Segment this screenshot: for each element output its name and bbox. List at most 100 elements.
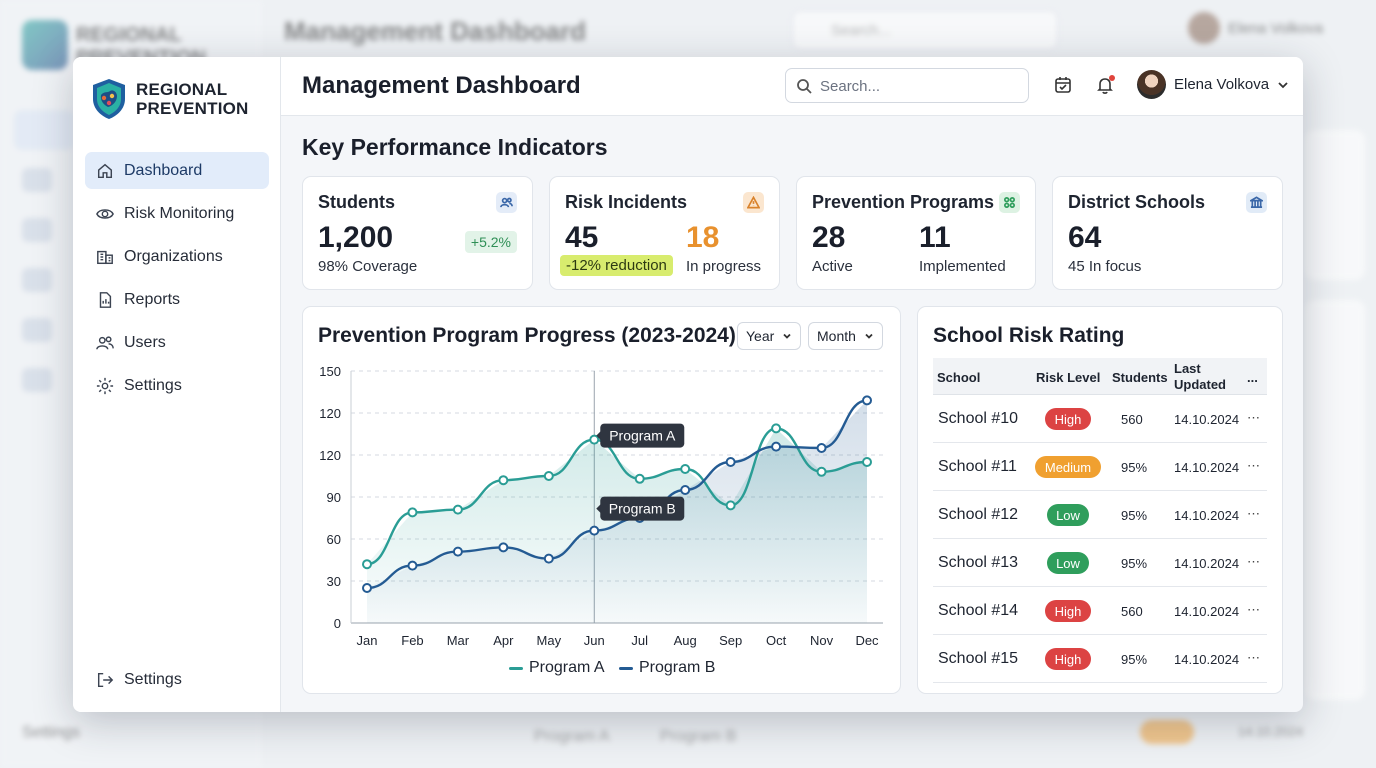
sidebar-item-bottom-settings[interactable]: Settings	[85, 661, 269, 698]
brand-line1: REGIONAL	[136, 80, 228, 99]
risk-level-badge: Low	[1047, 504, 1089, 526]
more-icon[interactable]: ⋯	[1247, 506, 1260, 521]
sidebar-item-settings[interactable]: Settings	[85, 367, 269, 404]
data-point	[452, 546, 463, 557]
legend-swatch	[619, 666, 633, 670]
kpi-value: 1,200	[318, 221, 394, 254]
y-tick-label: 90	[327, 490, 341, 505]
table-row[interactable]: School #11 Medium 95% 14.10.2024 ⋯	[933, 443, 1267, 491]
table-row[interactable]: School #13 Low 95% 14.10.2024 ⋯	[933, 539, 1267, 587]
year-select-label: Year	[746, 328, 775, 344]
students-value: 560	[1121, 412, 1143, 427]
y-tick-label: 60	[327, 532, 341, 547]
kpi-change-badge: -12% reduction	[560, 255, 673, 276]
students-value: 95%	[1121, 460, 1148, 475]
more-icon[interactable]: ⋯	[1247, 410, 1260, 425]
bg-nav-icon	[22, 218, 52, 242]
x-tick-label: Jan	[357, 633, 378, 648]
sidebar-item-label: Reports	[124, 290, 181, 308]
legend-item-program-a[interactable]: Program A	[509, 659, 605, 677]
legend-label: Program A	[529, 659, 605, 676]
home-icon	[97, 163, 113, 178]
table-row[interactable]: School #14 High 560 14.10.2024 ⋯	[933, 587, 1267, 635]
school-name: School #10	[938, 410, 1019, 427]
brand-logo[interactable]: REGIONAL PREVENTION	[90, 77, 249, 121]
more-icon[interactable]: ⋯	[1247, 650, 1260, 665]
legend-label: Program B	[639, 659, 716, 676]
sidebar-item-label: Organizations	[124, 247, 223, 265]
table-row[interactable]: School #10 High 560 14.10.2024 ⋯	[933, 395, 1267, 443]
data-point	[771, 441, 782, 452]
last-updated: 14.10.2024	[1174, 508, 1240, 523]
school-name: School #12	[938, 506, 1019, 523]
x-tick-label: Nov	[810, 633, 834, 648]
x-tick-label: Jul	[631, 633, 648, 648]
last-updated: 14.10.2024	[1174, 604, 1240, 619]
more-icon[interactable]: ⋯	[1247, 554, 1260, 569]
main-content: Management Dashboard Elena Volkova Key P…	[281, 57, 1303, 712]
kpi-subtext-secondary: Implemented	[919, 258, 1006, 275]
line-chart[interactable]: 0 30 60 90 120 120 150 Jan Feb Mar Apr May Jun Jul Aug…	[303, 307, 902, 657]
report-icon	[99, 291, 112, 308]
header-last: Last	[1174, 361, 1201, 376]
y-tick-label: 120	[319, 448, 341, 463]
bg-logo	[22, 20, 68, 70]
school-name: School #14	[938, 602, 1019, 619]
chart-title: Prevention Program Progress (2023-2024)	[318, 324, 736, 347]
notification-dot	[1109, 75, 1115, 81]
kpi-section-title: Key Performance Indicators	[302, 134, 608, 160]
kpi-card-risk-incidents[interactable]: Risk Incidents 45 -12% reduction 18 In p…	[549, 176, 780, 290]
header-students: Students	[1112, 370, 1168, 385]
program-progress-chart-card: Prevention Program Progress (2023-2024) …	[302, 306, 901, 694]
bg-search: Search...	[792, 10, 1058, 50]
more-icon[interactable]: ⋯	[1247, 602, 1260, 617]
brand-name: REGIONAL PREVENTION	[136, 80, 249, 118]
bg-card	[1305, 300, 1365, 700]
user-menu[interactable]: Elena Volkova	[1137, 70, 1289, 99]
bg-settings: Settings	[22, 724, 80, 741]
header-risk-level: Risk Level	[1036, 370, 1101, 385]
bg-nav-icon	[22, 318, 52, 342]
sidebar-item-users[interactable]: Users	[85, 324, 269, 361]
notifications-button[interactable]	[1095, 75, 1115, 95]
data-point	[634, 473, 645, 484]
students-value: 95%	[1121, 508, 1148, 523]
kpi-subtext: 45 In focus	[1068, 258, 1142, 275]
kpi-card-district-schools[interactable]: District Schools 64 45 In focus	[1052, 176, 1283, 290]
x-tick-label: Oct	[766, 633, 787, 648]
data-point	[589, 525, 600, 536]
school-name: School #15	[938, 650, 1019, 667]
bg-nav-icon	[22, 268, 52, 292]
last-updated: 14.10.2024	[1174, 412, 1240, 427]
tooltip-box	[600, 496, 685, 521]
kpi-title: Prevention Programs	[812, 192, 995, 212]
kpi-card-students[interactable]: Students 1,200 +5.2% 98% Coverage	[302, 176, 533, 290]
table-row[interactable]: School #12 Low 95% 14.10.2024 ⋯	[933, 491, 1267, 539]
legend-item-program-b[interactable]: Program B	[619, 659, 715, 677]
bell-icon	[1097, 78, 1113, 94]
year-select[interactable]: Year	[737, 322, 802, 350]
month-select[interactable]: Month	[808, 322, 883, 350]
data-point	[498, 475, 509, 486]
y-tick-label: 0	[334, 616, 341, 631]
chevron-down-icon	[1278, 81, 1288, 88]
sidebar-item-organizations[interactable]: Organizations	[85, 238, 269, 275]
sidebar-item-label: Settings	[124, 670, 182, 688]
avatar	[1137, 70, 1166, 99]
users-icon	[96, 335, 114, 350]
kpi-value: 45	[565, 221, 599, 254]
sidebar-item-risk-monitoring[interactable]: Risk Monitoring	[85, 195, 269, 232]
more-icon[interactable]: ⋯	[1247, 458, 1260, 473]
data-point	[816, 466, 827, 477]
search-input[interactable]	[820, 75, 1020, 97]
kpi-card-prevention-programs[interactable]: Prevention Programs 28 Active 11 Impleme…	[796, 176, 1036, 290]
table-row[interactable]: School #15 High 95% 14.10.2024 ⋯	[933, 635, 1267, 683]
data-point	[407, 507, 418, 518]
sidebar-item-dashboard[interactable]: Dashboard	[85, 152, 269, 189]
risk-level-badge: High	[1045, 648, 1091, 670]
bg-user-name: Elena Volkova	[1228, 20, 1324, 37]
calendar-button[interactable]	[1053, 75, 1073, 95]
tooltip-pointer	[596, 503, 602, 514]
kpi-title: Risk Incidents	[565, 192, 688, 212]
sidebar-item-reports[interactable]: Reports	[85, 281, 269, 318]
